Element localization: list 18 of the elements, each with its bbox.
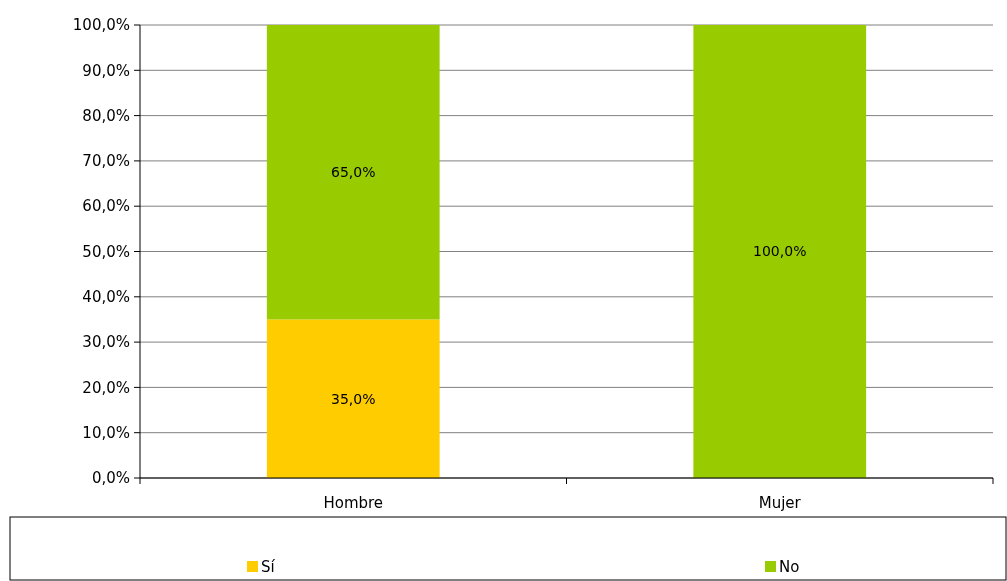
y-tick-label: 40,0% xyxy=(82,288,130,307)
data-label: 100,0% xyxy=(753,243,807,260)
x-tick-label: Hombre xyxy=(323,494,384,512)
x-tick-label: Mujer xyxy=(758,494,802,512)
data-label: 65,0% xyxy=(331,164,376,181)
legend-label: No xyxy=(779,558,800,577)
legend-label: Sí xyxy=(261,558,276,577)
y-tick-label: 30,0% xyxy=(82,333,130,352)
y-tick-label: 50,0% xyxy=(82,242,130,261)
y-tick-label: 60,0% xyxy=(82,197,130,216)
y-tick-label: 20,0% xyxy=(82,378,130,397)
y-tick-label: 100,0% xyxy=(72,16,130,35)
y-tick-label: 10,0% xyxy=(82,423,130,442)
y-tick-label: 0,0% xyxy=(91,469,130,488)
data-label: 35,0% xyxy=(331,390,376,407)
y-tick-label: 80,0% xyxy=(82,106,130,125)
y-tick-label: 90,0% xyxy=(82,61,130,80)
y-tick-label: 70,0% xyxy=(82,152,130,171)
